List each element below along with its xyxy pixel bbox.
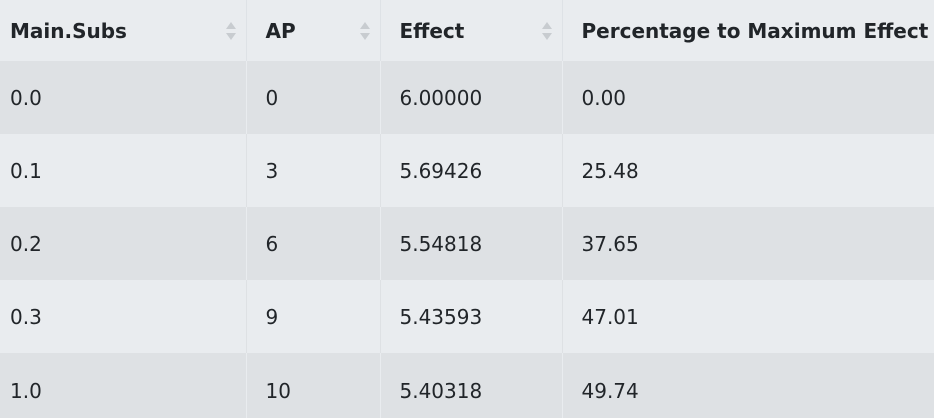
table-row: 0.3 9 5.43593 47.01	[0, 280, 934, 353]
table-body: 0.0 0 6.00000 0.00 0.1 3 5.69426 25.48 0…	[0, 61, 934, 418]
cell-effect: 5.40318	[380, 353, 563, 418]
cell-ap: 0	[246, 61, 381, 134]
cell-main-subs: 0.0	[0, 61, 247, 134]
cell-effect: 5.54818	[380, 207, 563, 280]
column-header-ap[interactable]: AP	[246, 0, 381, 61]
cell-percentage: 37.65	[562, 207, 934, 280]
column-header-label: AP	[265, 18, 296, 43]
cell-effect: 5.43593	[380, 280, 563, 353]
table-row: 0.0 0 6.00000 0.00	[0, 61, 934, 134]
column-header-percentage[interactable]: Percentage to Maximum Effect	[562, 0, 934, 61]
cell-ap: 6	[246, 207, 381, 280]
cell-effect: 6.00000	[380, 61, 563, 134]
sort-icon[interactable]	[541, 21, 552, 41]
column-header-label: Effect	[399, 18, 465, 43]
column-header-main-subs[interactable]: Main.Subs	[0, 0, 247, 61]
table-row: 1.0 10 5.40318 49.74	[0, 353, 934, 418]
cell-percentage: 47.01	[562, 280, 934, 353]
table-row: 0.2 6 5.54818 37.65	[0, 207, 934, 280]
cell-main-subs: 1.0	[0, 353, 247, 418]
cell-main-subs: 0.3	[0, 280, 247, 353]
cell-ap: 3	[246, 134, 381, 207]
cell-percentage: 25.48	[562, 134, 934, 207]
cell-ap: 9	[246, 280, 381, 353]
table-row: 0.1 3 5.69426 25.48	[0, 134, 934, 207]
header-row: Main.Subs AP Effect Percentage to Maximu…	[0, 0, 934, 61]
column-header-effect[interactable]: Effect	[380, 0, 563, 61]
table-header: Main.Subs AP Effect Percentage to Maximu…	[0, 0, 934, 61]
cell-percentage: 49.74	[562, 353, 934, 418]
sort-icon[interactable]	[359, 21, 370, 41]
column-header-label: Percentage to Maximum Effect	[581, 18, 929, 43]
cell-ap: 10	[246, 353, 381, 418]
cell-percentage: 0.00	[562, 61, 934, 134]
cell-effect: 5.69426	[380, 134, 563, 207]
cell-main-subs: 0.2	[0, 207, 247, 280]
cell-main-subs: 0.1	[0, 134, 247, 207]
sort-icon[interactable]	[225, 21, 236, 41]
column-header-label: Main.Subs	[10, 18, 127, 43]
